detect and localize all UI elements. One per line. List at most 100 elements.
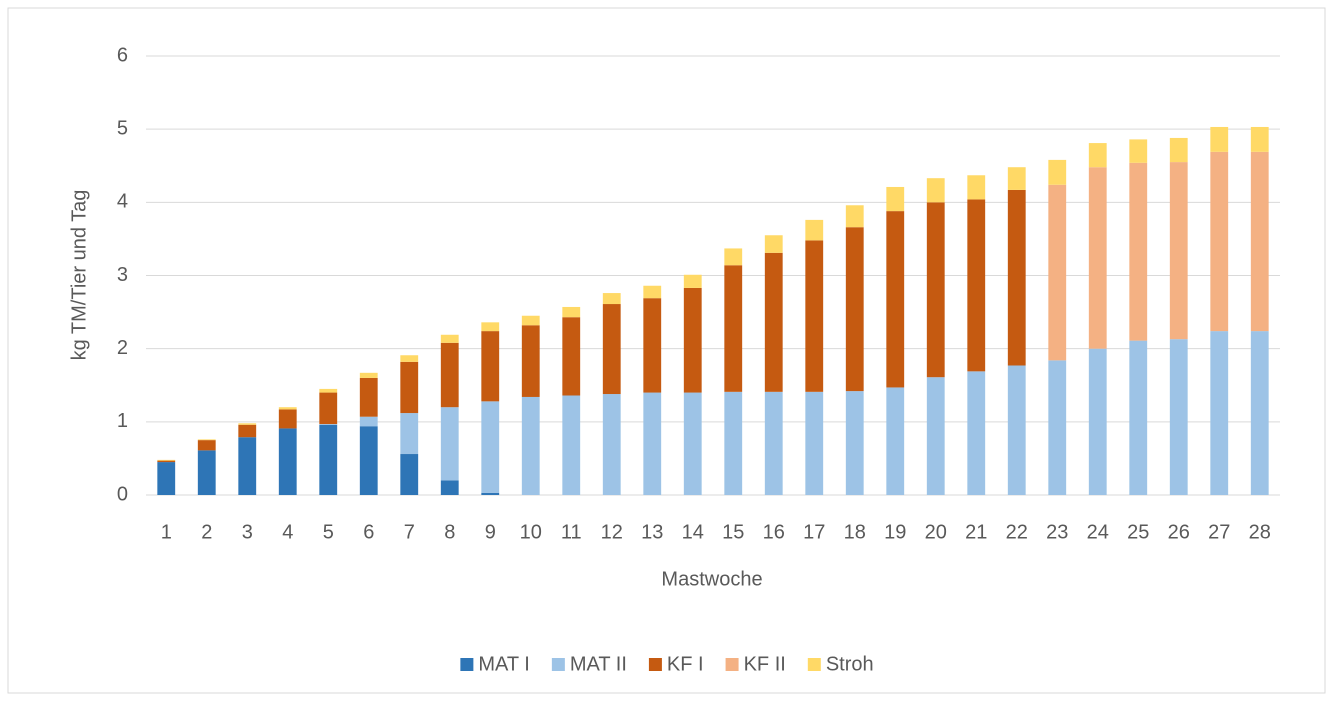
x-tick-label: 23 — [1046, 521, 1068, 543]
bar-segment — [521, 325, 540, 397]
bar-segment — [683, 274, 702, 288]
bar-segment — [521, 315, 540, 326]
legend-swatch — [460, 658, 474, 671]
bar-segment — [1007, 167, 1026, 190]
bar-segment — [886, 186, 905, 212]
bar-segment — [319, 388, 338, 393]
bar-segment — [724, 391, 743, 495]
x-tick-label: 28 — [1249, 521, 1271, 543]
bar-segment — [1088, 167, 1107, 349]
bar-segment — [764, 235, 783, 253]
bar-segment — [562, 395, 581, 495]
bar-segment — [643, 298, 662, 393]
bar-segment — [1129, 340, 1148, 495]
y-tick-label: 2 — [117, 337, 128, 359]
bar-segment — [319, 392, 338, 425]
bar-segment — [278, 407, 297, 410]
y-tick-label: 5 — [117, 117, 128, 139]
bar-segment — [1169, 339, 1188, 495]
bar-segment — [886, 211, 905, 388]
bar-segment — [562, 317, 581, 396]
bar-segment — [319, 424, 338, 495]
y-tick-label: 1 — [117, 410, 128, 432]
bar-segment — [805, 240, 824, 392]
bar-segment — [521, 396, 540, 495]
bar-segment — [238, 423, 257, 425]
x-tick-label: 9 — [485, 521, 496, 543]
y-axis-title: kg TM/Tier und Tag — [68, 190, 90, 361]
y-tick-label: 0 — [117, 483, 128, 505]
bar-segment — [683, 392, 702, 495]
y-tick-label: 6 — [117, 44, 128, 66]
bar-segment — [400, 413, 419, 455]
bar-segment — [1129, 162, 1148, 341]
bar-segment — [1048, 184, 1067, 361]
bar-segment — [1210, 331, 1229, 495]
x-tick-label: 19 — [884, 521, 906, 543]
bar-segment — [643, 392, 662, 495]
x-tick-label: 2 — [201, 521, 212, 543]
bar-segment — [1007, 189, 1026, 366]
x-tick-label: 17 — [803, 521, 825, 543]
legend-label: MAT I — [478, 653, 529, 675]
bar-segment — [724, 265, 743, 392]
bar-segment — [926, 202, 945, 378]
bar-segment — [562, 306, 581, 318]
x-tick-label: 25 — [1127, 521, 1149, 543]
bar-segment — [157, 462, 176, 495]
bar-segment — [1210, 126, 1229, 152]
bar-segment — [1250, 126, 1269, 152]
bar-segment — [359, 377, 378, 417]
bar-segment — [157, 459, 176, 461]
x-tick-label: 27 — [1208, 521, 1230, 543]
legend-label: MAT II — [570, 653, 627, 675]
bar-segment — [845, 205, 864, 228]
x-tick-label: 24 — [1087, 521, 1109, 543]
bar-segment — [481, 492, 500, 495]
x-axis-title: Mastwoche — [661, 568, 762, 590]
x-tick-label: 21 — [965, 521, 987, 543]
bar-segment — [1007, 365, 1026, 495]
x-tick-label: 20 — [925, 521, 947, 543]
bar-segment — [805, 391, 824, 495]
bar-segment — [926, 377, 945, 495]
legend-label: Stroh — [826, 653, 874, 675]
bar-segment — [1169, 137, 1188, 163]
bar-segment — [359, 372, 378, 378]
bar-segment — [967, 199, 986, 372]
bar-segment — [805, 219, 824, 241]
x-tick-label: 7 — [404, 521, 415, 543]
bar-segment — [359, 426, 378, 495]
bar-segment — [278, 428, 297, 495]
x-tick-label: 22 — [1006, 521, 1028, 543]
bar-segment — [643, 285, 662, 299]
x-tick-label: 6 — [363, 521, 374, 543]
y-tick-label: 3 — [117, 264, 128, 286]
bar-segment — [440, 407, 459, 481]
x-tick-label: 5 — [323, 521, 334, 543]
x-tick-label: 11 — [561, 521, 582, 543]
bar-segment — [967, 371, 986, 495]
bar-segment — [845, 391, 864, 495]
bar-segment — [440, 342, 459, 408]
bar-segment — [1250, 331, 1269, 495]
bar-segment — [1169, 162, 1188, 340]
bar-segment — [440, 334, 459, 343]
bar-segment — [724, 248, 743, 266]
bar-segment — [1129, 139, 1148, 163]
x-tick-label: 14 — [682, 521, 704, 543]
legend-label: KF I — [667, 653, 704, 675]
x-tick-label: 8 — [444, 521, 455, 543]
x-tick-label: 15 — [722, 521, 744, 543]
bar-segment — [683, 287, 702, 393]
x-tick-label: 1 — [161, 521, 172, 543]
bar-segment — [197, 440, 216, 451]
legend-swatch — [725, 658, 739, 671]
bar-segment — [602, 293, 621, 305]
x-tick-label: 18 — [844, 521, 866, 543]
bar-segment — [1250, 151, 1269, 332]
bar-segment — [400, 454, 419, 495]
x-tick-label: 10 — [520, 521, 542, 543]
bar-segment — [440, 480, 459, 495]
